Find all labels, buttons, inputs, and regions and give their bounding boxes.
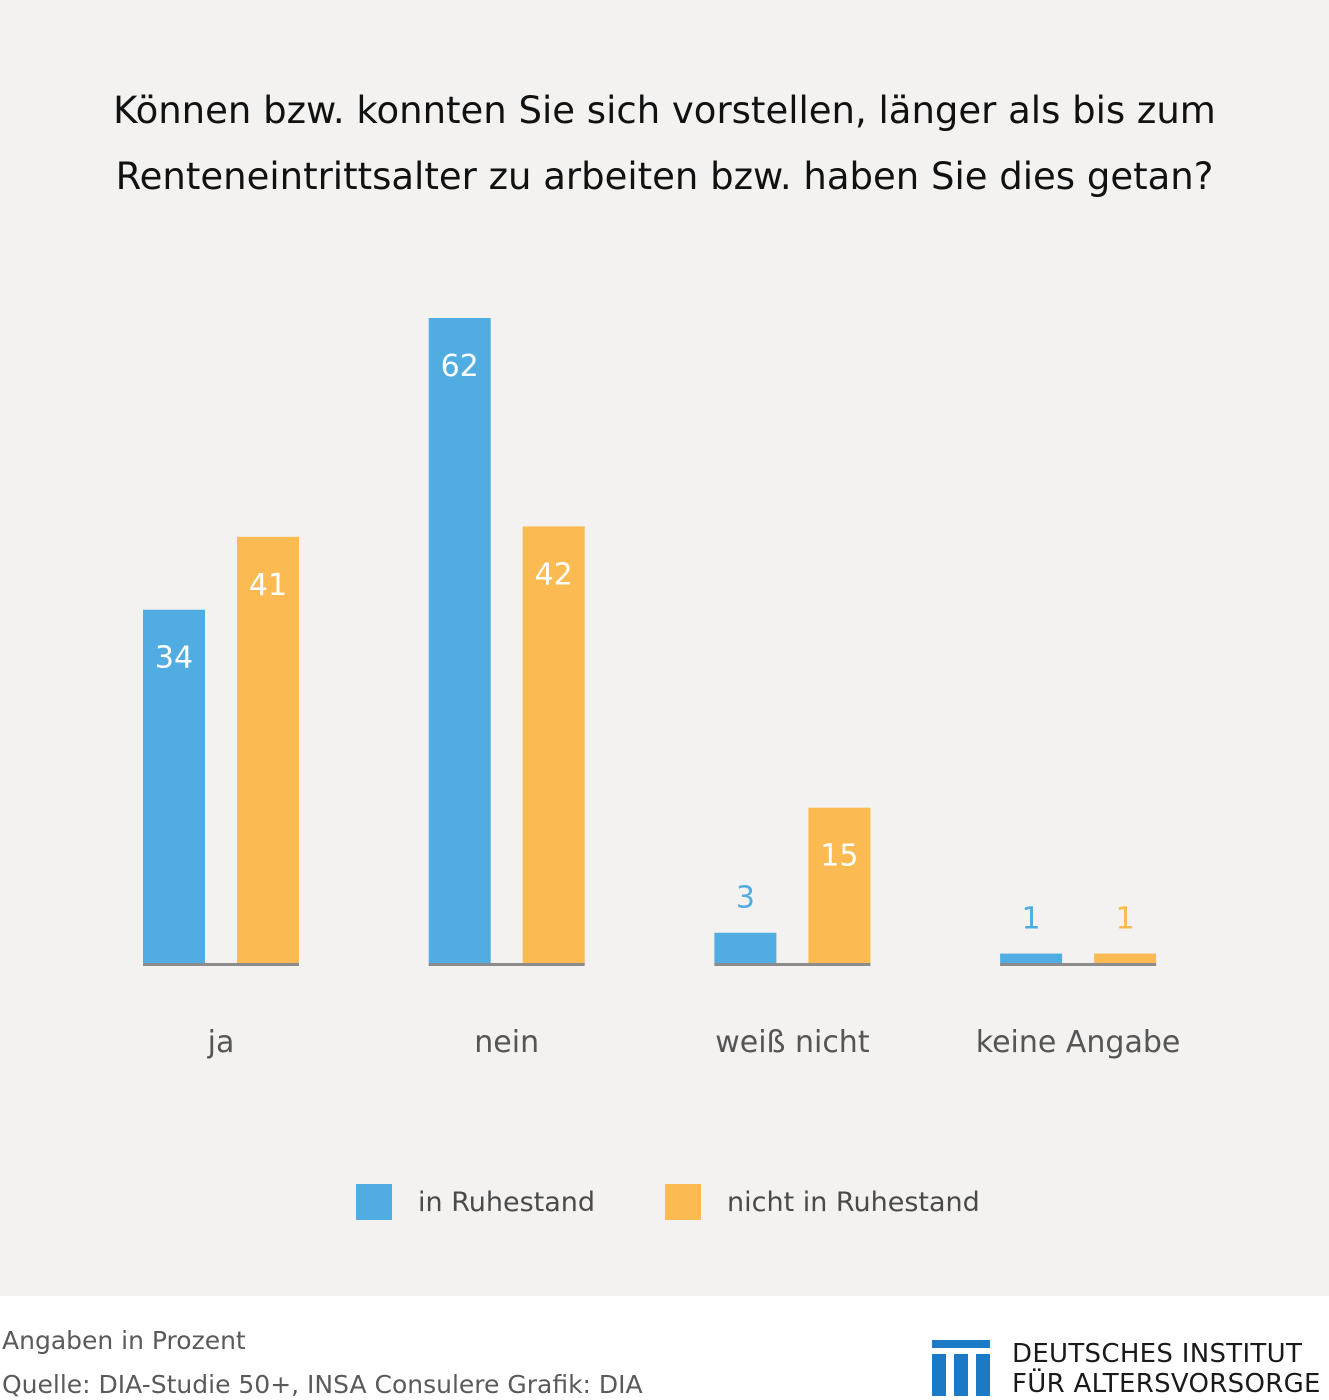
data-label-weiss-nicht-in-ruhestand: 3 <box>736 881 755 916</box>
bar-ja-nicht-in-ruhestand <box>237 536 299 964</box>
baseline-keine-angabe <box>1000 963 1157 966</box>
bar-weiss-nicht-in-ruhestand <box>714 932 777 964</box>
logo-text-line-1: DEUTSCHES INSTITUT <box>1012 1339 1303 1369</box>
data-label-nein-nicht-in-ruhestand: 42 <box>535 557 573 592</box>
data-label-ja-nicht-in-ruhestand: 41 <box>249 568 287 603</box>
legend-swatch-in-ruhestand <box>356 1184 392 1220</box>
category-label-keine-angabe: keine Angabe <box>976 1025 1181 1060</box>
footer: Angaben in Prozent Quelle: DIA-Studie 50… <box>0 1296 1329 1400</box>
category-label-ja: ja <box>207 1025 235 1060</box>
chart-legend: in Ruhestand nicht in Ruhestand <box>0 1180 1329 1224</box>
category-label-nein: nein <box>474 1025 539 1060</box>
dia-logo-icon <box>932 1340 990 1396</box>
data-label-nein-in-ruhestand: 62 <box>441 349 479 384</box>
data-label-keine-angabe-nicht-in-ruhestand: 1 <box>1116 902 1135 937</box>
dia-logo: DEUTSCHES INSTITUT FÜR ALTERSVORSORGE <box>932 1338 1329 1399</box>
bar-chart: 34 41 ja 62 42 nein 3 15 weiß nicht 1 1 keine Angab… <box>143 318 1181 1060</box>
baseline-ja <box>143 963 299 966</box>
bar-weiss-nicht-nicht-in-ruhestand <box>808 807 871 964</box>
legend-label-nicht-in-ruhestand: nicht in Ruhestand <box>727 1186 980 1218</box>
bar-keine-angabe-nicht-in-ruhestand <box>1094 953 1157 964</box>
bar-keine-angabe-in-ruhestand <box>1000 953 1063 964</box>
logo-text-line-2: FÜR ALTERSVORSORGE <box>1012 1369 1321 1399</box>
chart-title-line-1: Können bzw. konnten Sie sich vorstellen,… <box>113 89 1216 132</box>
chart-panel: Können bzw. konnten Sie sich vorstellen,… <box>0 0 1329 1296</box>
bar-nein-in-ruhestand <box>428 318 491 964</box>
bar-ja-in-ruhestand <box>143 609 205 964</box>
legend-item-nicht-in-ruhestand: nicht in Ruhestand <box>665 1180 980 1224</box>
bar-nein-nicht-in-ruhestand <box>522 526 585 964</box>
legend-label-in-ruhestand: in Ruhestand <box>418 1186 596 1218</box>
data-label-keine-angabe-in-ruhestand: 1 <box>1022 902 1041 937</box>
legend-item-in-ruhestand: in Ruhestand <box>356 1180 595 1224</box>
data-label-weiss-nicht-nicht-in-ruhestand: 15 <box>820 839 858 874</box>
source-note: Quelle: DIA-Studie 50+, INSA Consulere G… <box>2 1370 643 1399</box>
units-note: Angaben in Prozent <box>2 1326 246 1355</box>
data-label-ja-in-ruhestand: 34 <box>155 641 193 676</box>
category-label-weiss-nicht: weiß nicht <box>715 1025 870 1060</box>
baseline-weiss-nicht <box>714 963 871 966</box>
chart-title-line-2: Renteneintrittsalter zu arbeiten bzw. ha… <box>115 155 1214 198</box>
baseline-nein <box>428 963 585 966</box>
legend-swatch-nicht-in-ruhestand <box>665 1184 701 1220</box>
chart-title: Können bzw. konnten Sie sich vorstellen,… <box>40 78 1289 210</box>
